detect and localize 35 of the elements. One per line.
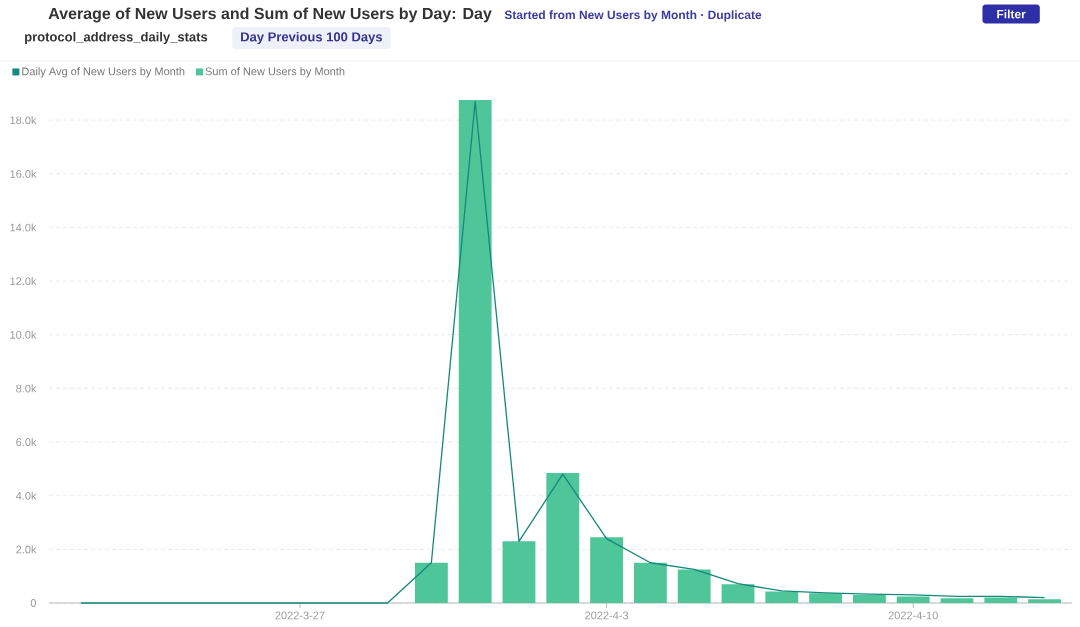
y-tick-label: 14.0k bbox=[10, 223, 37, 232]
bar bbox=[414, 562, 448, 603]
bar bbox=[765, 591, 799, 603]
x-tick-label: 2022-4-10 bbox=[888, 611, 938, 620]
bar bbox=[590, 537, 624, 603]
y-tick-label: 6.0k bbox=[16, 437, 37, 447]
bar bbox=[546, 472, 580, 603]
text: Filter bbox=[997, 9, 1026, 19]
y-tick-label: 0 bbox=[30, 599, 37, 607]
bar bbox=[721, 584, 755, 603]
bar bbox=[633, 562, 667, 603]
bar bbox=[896, 596, 930, 603]
y-tick-label: 18.0k bbox=[10, 116, 37, 125]
bar bbox=[940, 598, 974, 603]
y-tick-label: 12.0k bbox=[10, 277, 37, 286]
text: Day Previous 100 Days bbox=[241, 31, 383, 45]
y-tick-label: 16.0k bbox=[10, 169, 37, 178]
text: protocol_address_daily_stats bbox=[25, 31, 208, 45]
chart-subtitle: Started from New Users by Month · Duplicate bbox=[504, 10, 762, 22]
bar bbox=[984, 597, 1018, 603]
bar bbox=[677, 569, 711, 603]
bar bbox=[809, 593, 843, 603]
bar bbox=[458, 99, 492, 603]
x-tick-label: 2022-3-27 bbox=[275, 611, 325, 620]
y-tick-label: 8.0k bbox=[16, 384, 37, 393]
y-tick-label: 2.0k bbox=[16, 545, 37, 554]
y-tick-label: 4.0k bbox=[15, 491, 37, 500]
bar bbox=[502, 541, 536, 603]
x-tick-label: 2022-4-3 bbox=[585, 611, 629, 620]
bar bbox=[852, 594, 886, 603]
y-tick-label: 10.0k bbox=[10, 330, 37, 339]
legend-label: Daily Avg of New Users by Month bbox=[22, 67, 185, 78]
bar bbox=[1028, 599, 1062, 603]
legend-label: Sum of New Users by Month bbox=[205, 67, 345, 78]
chart-title: Average of New Users and Sum of New Users by Day: Day bbox=[48, 7, 492, 23]
